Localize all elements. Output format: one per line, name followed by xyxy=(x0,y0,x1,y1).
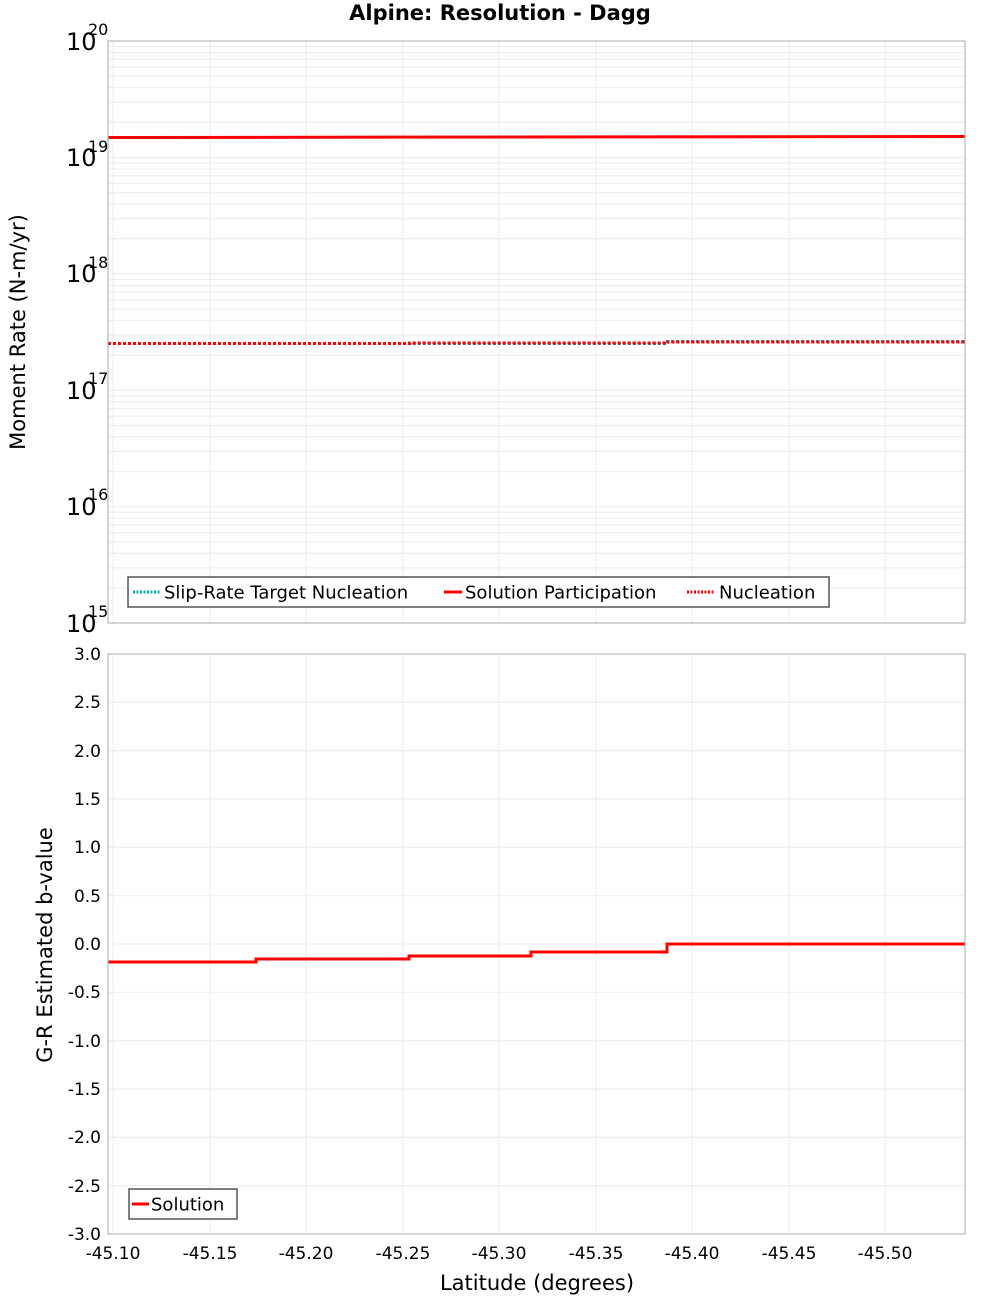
svg-text:-45.35: -45.35 xyxy=(569,1244,624,1264)
top-legend: Slip-Rate Target Nucleation Solution Par… xyxy=(127,576,830,608)
bottom-y-ticks: 3.0 2.5 2.0 1.5 1.0 0.5 0.0 -0.5 -1.0 -1… xyxy=(68,645,101,1245)
legend-label-solution: Solution xyxy=(151,1195,224,1216)
svg-text:10: 10 xyxy=(66,493,97,521)
svg-text:16: 16 xyxy=(88,485,108,504)
svg-text:18: 18 xyxy=(88,253,108,272)
svg-text:2.5: 2.5 xyxy=(74,693,101,713)
svg-text:-45.15: -45.15 xyxy=(183,1244,238,1264)
legend-label-solution-participation: Solution Participation xyxy=(465,583,656,604)
ytick-exp: 20 xyxy=(88,20,108,39)
top-minor-grid xyxy=(108,41,965,623)
svg-text:-1.0: -1.0 xyxy=(68,1032,101,1052)
chart-title: Alpine: Resolution - Dagg xyxy=(349,1,651,25)
series-solution-participation xyxy=(107,135,966,139)
svg-text:19: 19 xyxy=(88,137,108,156)
svg-text:-45.30: -45.30 xyxy=(472,1244,527,1264)
svg-text:1.0: 1.0 xyxy=(74,838,101,858)
svg-text:15: 15 xyxy=(88,602,108,621)
svg-text:-45.25: -45.25 xyxy=(376,1244,431,1264)
svg-text:2.0: 2.0 xyxy=(74,742,101,762)
svg-text:-3.0: -3.0 xyxy=(68,1225,101,1245)
svg-text:10: 10 xyxy=(66,260,97,288)
svg-text:1.5: 1.5 xyxy=(74,790,101,810)
legend-label-target: Slip-Rate Target Nucleation xyxy=(164,583,408,604)
series-solution-b-value xyxy=(108,942,965,964)
svg-text:-45.10: -45.10 xyxy=(86,1244,141,1264)
svg-text:0.0: 0.0 xyxy=(74,935,101,955)
svg-text:-2.5: -2.5 xyxy=(68,1177,101,1197)
svg-text:-2.0: -2.0 xyxy=(68,1128,101,1148)
ytick-base: 10 xyxy=(66,28,97,56)
svg-text:-0.5: -0.5 xyxy=(68,983,101,1003)
top-y-ticks: 10 20 10 19 10 18 10 17 10 16 10 15 xyxy=(66,20,108,638)
series-slip-rate-target-nucleation xyxy=(108,340,965,345)
series-nucleation xyxy=(108,340,965,345)
top-panel: Slip-Rate Target Nucleation Solution Par… xyxy=(6,20,966,638)
svg-text:17: 17 xyxy=(88,369,108,388)
x-axis-label: Latitude (degrees) xyxy=(440,1271,634,1295)
svg-text:0.5: 0.5 xyxy=(74,887,101,907)
svg-text:3.0: 3.0 xyxy=(74,645,101,665)
svg-text:-45.50: -45.50 xyxy=(858,1244,913,1264)
svg-text:-1.5: -1.5 xyxy=(68,1080,101,1100)
svg-text:-45.40: -45.40 xyxy=(665,1244,720,1264)
bottom-y-axis-label: G-R Estimated b-value xyxy=(33,827,57,1063)
legend-label-nucleation: Nucleation xyxy=(719,583,815,604)
svg-text:-45.20: -45.20 xyxy=(279,1244,334,1264)
svg-text:10: 10 xyxy=(66,144,97,172)
bottom-panel: Solution 3.0 2.5 2.0 1.5 1.0 0.5 0.0 -0.… xyxy=(33,645,966,1295)
svg-text:10: 10 xyxy=(66,610,97,638)
top-y-axis-label: Moment Rate (N-m/yr) xyxy=(6,214,30,450)
bottom-x-ticks: -45.10 -45.15 -45.20 -45.25 -45.30 -45.3… xyxy=(86,1244,913,1264)
svg-text:10: 10 xyxy=(66,377,97,405)
bottom-legend: Solution xyxy=(128,1188,238,1220)
svg-text:-45.45: -45.45 xyxy=(762,1244,817,1264)
